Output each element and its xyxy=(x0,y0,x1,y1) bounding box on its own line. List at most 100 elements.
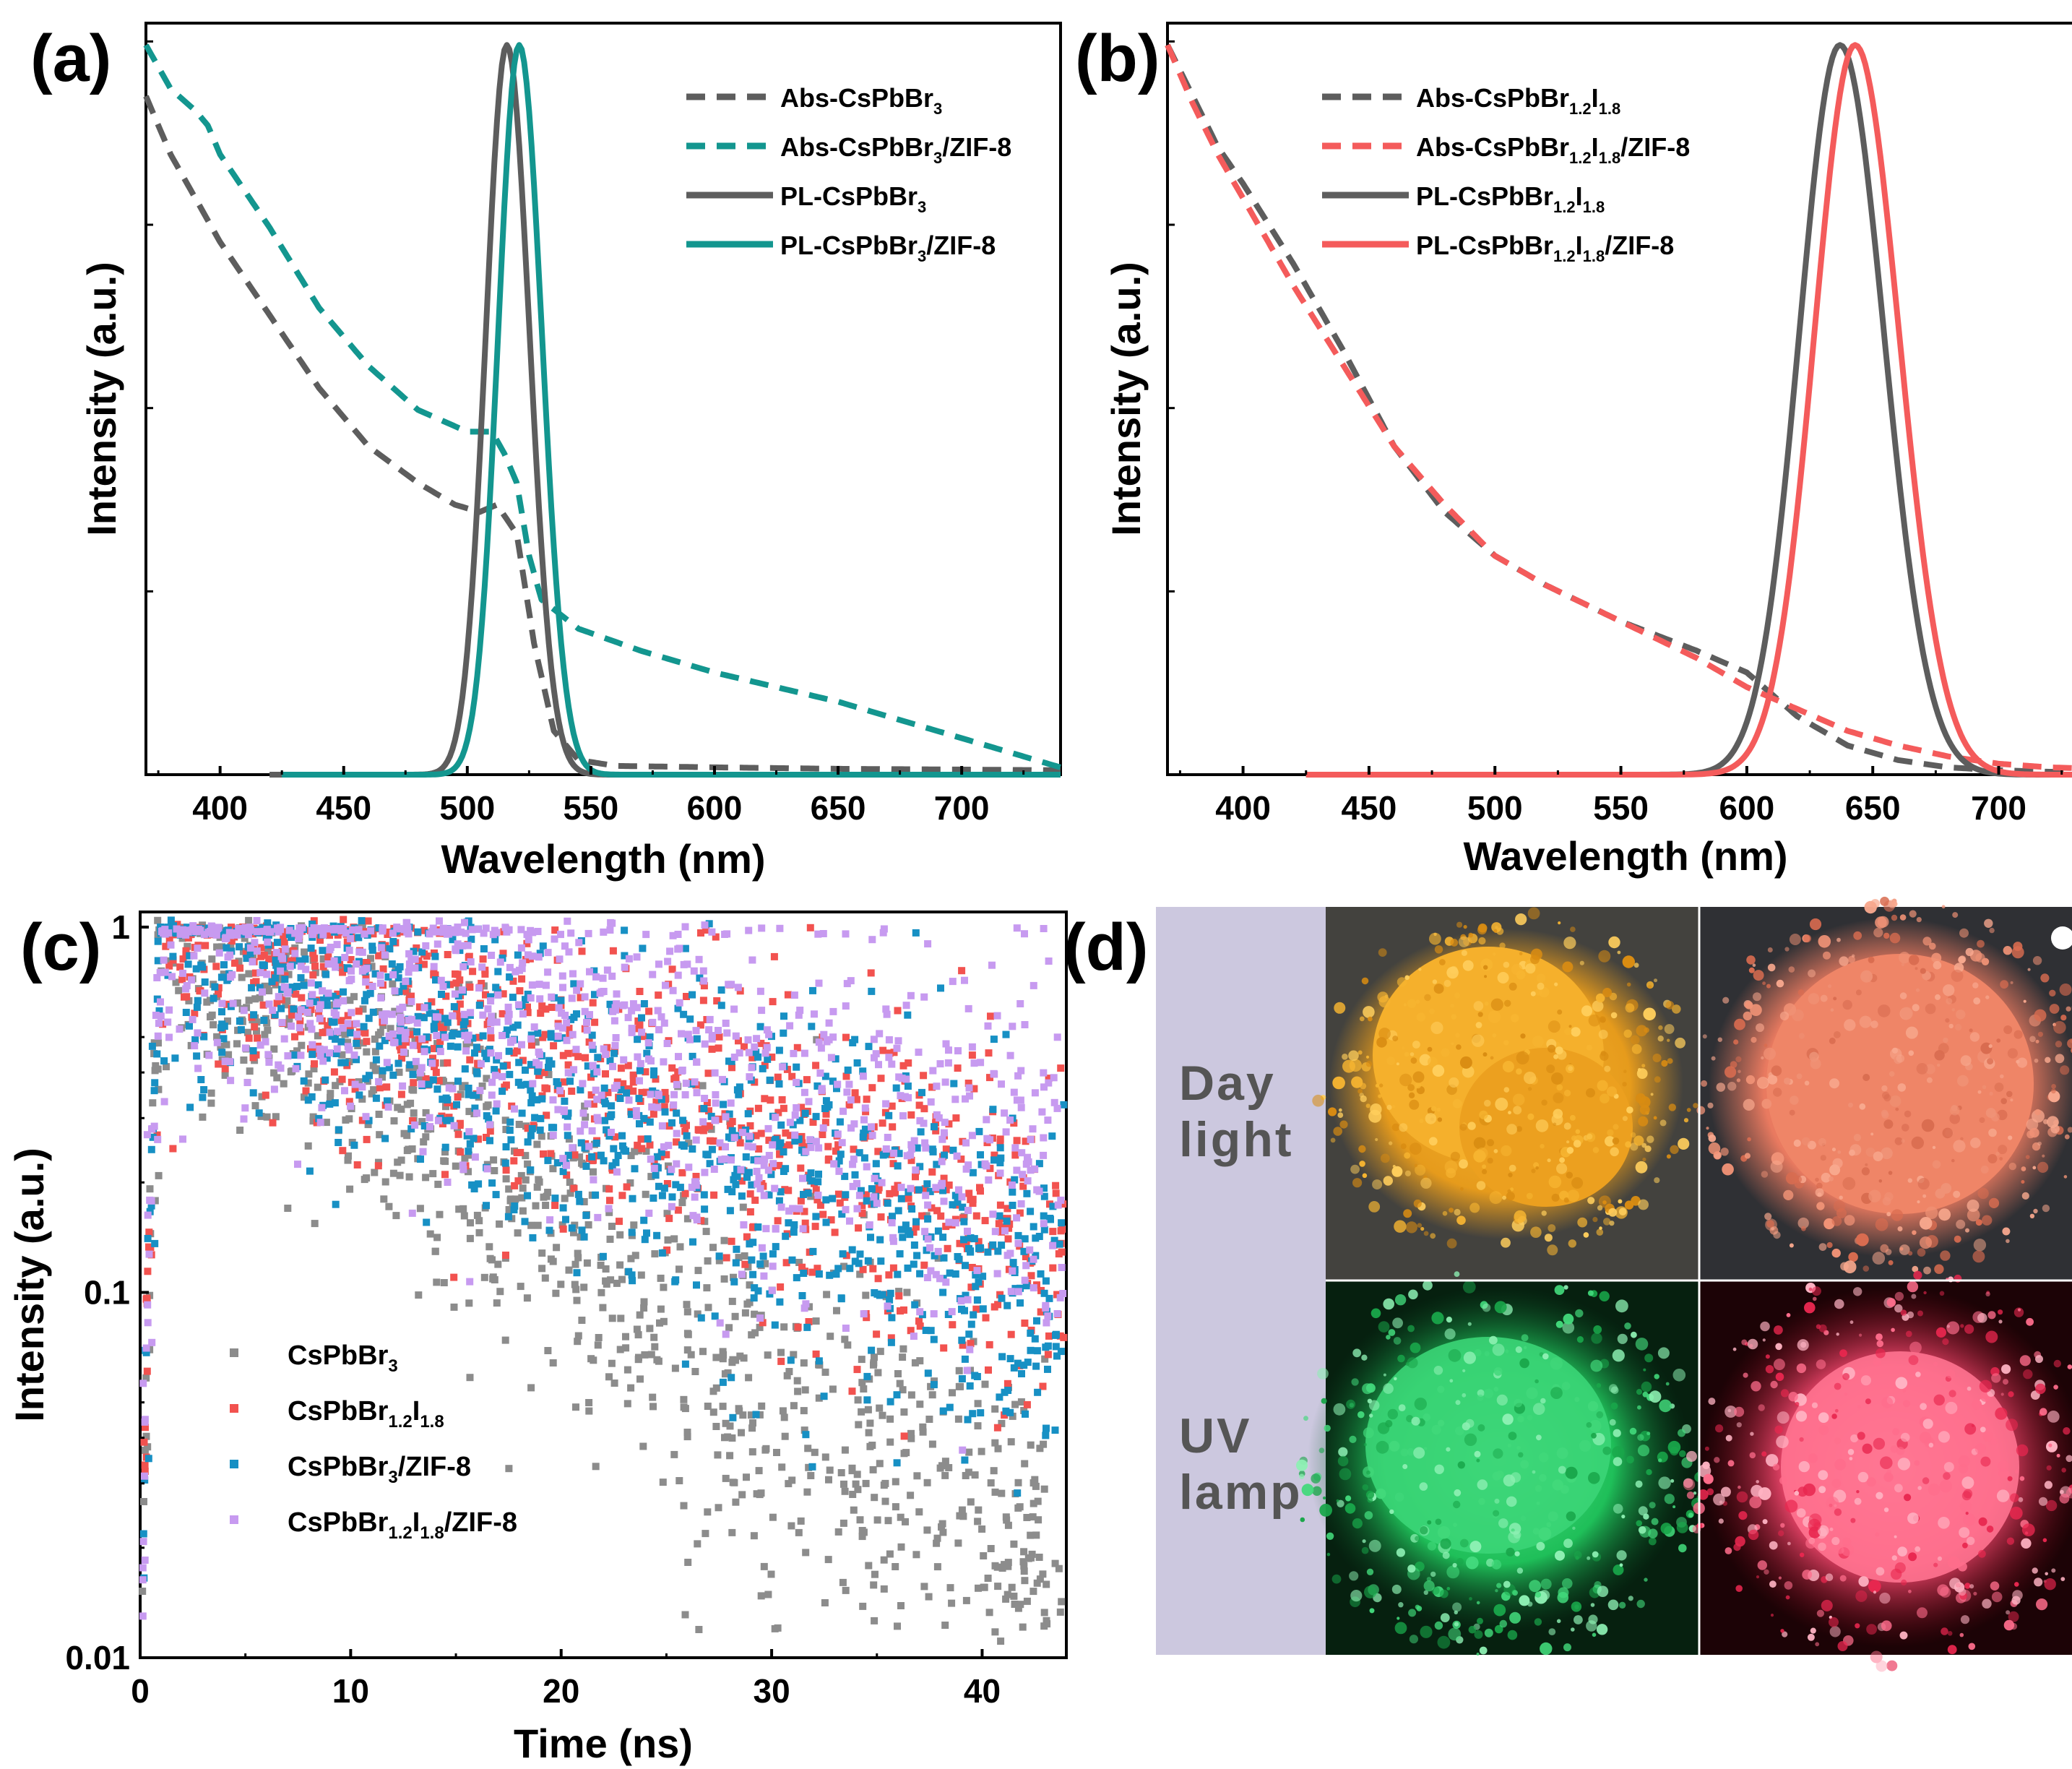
scatter-point xyxy=(910,1260,918,1268)
scatter-point xyxy=(676,1243,684,1251)
scatter-point xyxy=(592,1086,600,1094)
scatter-point xyxy=(558,1221,566,1229)
scatter-point xyxy=(300,1077,308,1085)
powder-speck xyxy=(1501,1237,1511,1248)
legend-label-c-1: CsPbBr1.2I1.8 xyxy=(288,1396,444,1432)
powder-speck xyxy=(1459,1159,1468,1169)
powder-speck xyxy=(2000,1098,2007,1104)
scatter-point xyxy=(549,1165,557,1173)
scatter-point xyxy=(590,1176,597,1184)
scatter-point xyxy=(190,952,198,960)
scatter-point xyxy=(505,1206,513,1213)
powder-speck xyxy=(1839,1195,1843,1200)
scatter-point xyxy=(523,1294,531,1302)
scatter-point xyxy=(149,1099,157,1107)
scatter-point xyxy=(236,964,244,972)
scatter-point xyxy=(835,1157,843,1165)
scatter-point xyxy=(270,1045,278,1053)
scatter-point xyxy=(661,1096,669,1103)
powder-speck xyxy=(1462,1065,1475,1078)
powder-speck xyxy=(1365,1103,1370,1109)
scatter-point xyxy=(746,1132,754,1140)
scatter-point xyxy=(430,963,438,970)
scatter-point xyxy=(498,1032,506,1039)
scatter-point xyxy=(409,1070,417,1078)
scatter-point xyxy=(608,1166,616,1174)
powder-speck xyxy=(1556,1084,1563,1091)
scatter-point xyxy=(679,1116,687,1124)
powder-speck xyxy=(1352,1178,1363,1188)
scatter-point xyxy=(670,1101,678,1109)
scatter-point xyxy=(719,1378,727,1386)
scatter-point xyxy=(955,1255,963,1263)
powder-speck xyxy=(1599,1226,1602,1230)
scatter-point xyxy=(540,1150,547,1158)
scatter-point xyxy=(1003,1217,1011,1225)
scatter-point xyxy=(822,1218,830,1226)
scatter-point xyxy=(1018,1149,1026,1157)
scatter-point xyxy=(164,1018,172,1026)
scatter-point xyxy=(473,1109,480,1117)
scatter-point xyxy=(697,929,704,937)
scatter-point xyxy=(633,1325,641,1333)
scatter-point xyxy=(189,1015,197,1023)
scatter-point xyxy=(218,1049,226,1056)
scatter-point xyxy=(672,1276,680,1284)
scatter-point xyxy=(877,1213,885,1221)
scatter-point xyxy=(272,1113,280,1121)
scatter-point xyxy=(573,1296,581,1304)
scatter-point xyxy=(927,1327,935,1335)
scatter-point xyxy=(793,1104,800,1111)
scatter-point xyxy=(663,1040,671,1047)
scatter-point xyxy=(527,1061,535,1069)
scatter-point xyxy=(263,926,271,934)
scatter-point xyxy=(808,1177,816,1185)
powder-speck xyxy=(1541,1099,1547,1106)
scatter-point xyxy=(568,1224,576,1232)
scatter-point xyxy=(915,1508,923,1516)
scatter-point xyxy=(139,1380,147,1387)
scatter-point xyxy=(476,1087,484,1095)
scatter-point xyxy=(478,979,485,987)
scatter-point xyxy=(344,1020,352,1028)
powder-speck xyxy=(1418,968,1422,971)
scatter-point xyxy=(1058,1225,1066,1233)
scatter-point xyxy=(440,1019,447,1027)
powder-speck xyxy=(1875,1218,1888,1231)
scatter-point xyxy=(744,1110,752,1118)
powder-speck xyxy=(1999,1157,2003,1161)
scatter-point xyxy=(683,1301,691,1309)
scatter-point xyxy=(760,1161,768,1169)
scatter-point xyxy=(832,1055,839,1063)
powder-speck xyxy=(1454,1489,1462,1497)
powder-speck xyxy=(1988,1044,1993,1049)
scatter-point xyxy=(569,1144,577,1152)
scatter-point xyxy=(853,1179,860,1187)
powder-speck xyxy=(1512,1093,1525,1106)
scatter-point xyxy=(362,978,370,986)
scatter-point xyxy=(608,1314,616,1322)
powder-speck xyxy=(1717,1037,1722,1042)
powder-speck xyxy=(1979,1117,1985,1124)
scatter-point xyxy=(285,970,293,978)
scatter-point xyxy=(868,1346,876,1354)
scatter-point xyxy=(411,964,419,972)
scatter-point xyxy=(459,963,467,970)
scatter-point xyxy=(422,1174,430,1182)
scatter-point xyxy=(527,1099,535,1107)
powder-speck xyxy=(1746,955,1756,965)
scatter-point xyxy=(436,1009,444,1016)
powder-speck xyxy=(1843,1260,1857,1274)
powder-speck xyxy=(1597,1205,1603,1211)
scatter-point xyxy=(769,1250,777,1258)
scatter-point xyxy=(972,1305,980,1313)
scatter-point xyxy=(956,1512,964,1520)
scatter-point xyxy=(1008,1182,1016,1189)
scatter-point xyxy=(775,1197,783,1205)
scatter-point xyxy=(721,1370,729,1378)
scatter-point xyxy=(506,1118,514,1126)
scatter-point xyxy=(472,1091,480,1099)
scatter-point xyxy=(1031,1165,1039,1173)
scatter-point xyxy=(789,1205,797,1213)
scatter-point xyxy=(1006,1249,1014,1257)
